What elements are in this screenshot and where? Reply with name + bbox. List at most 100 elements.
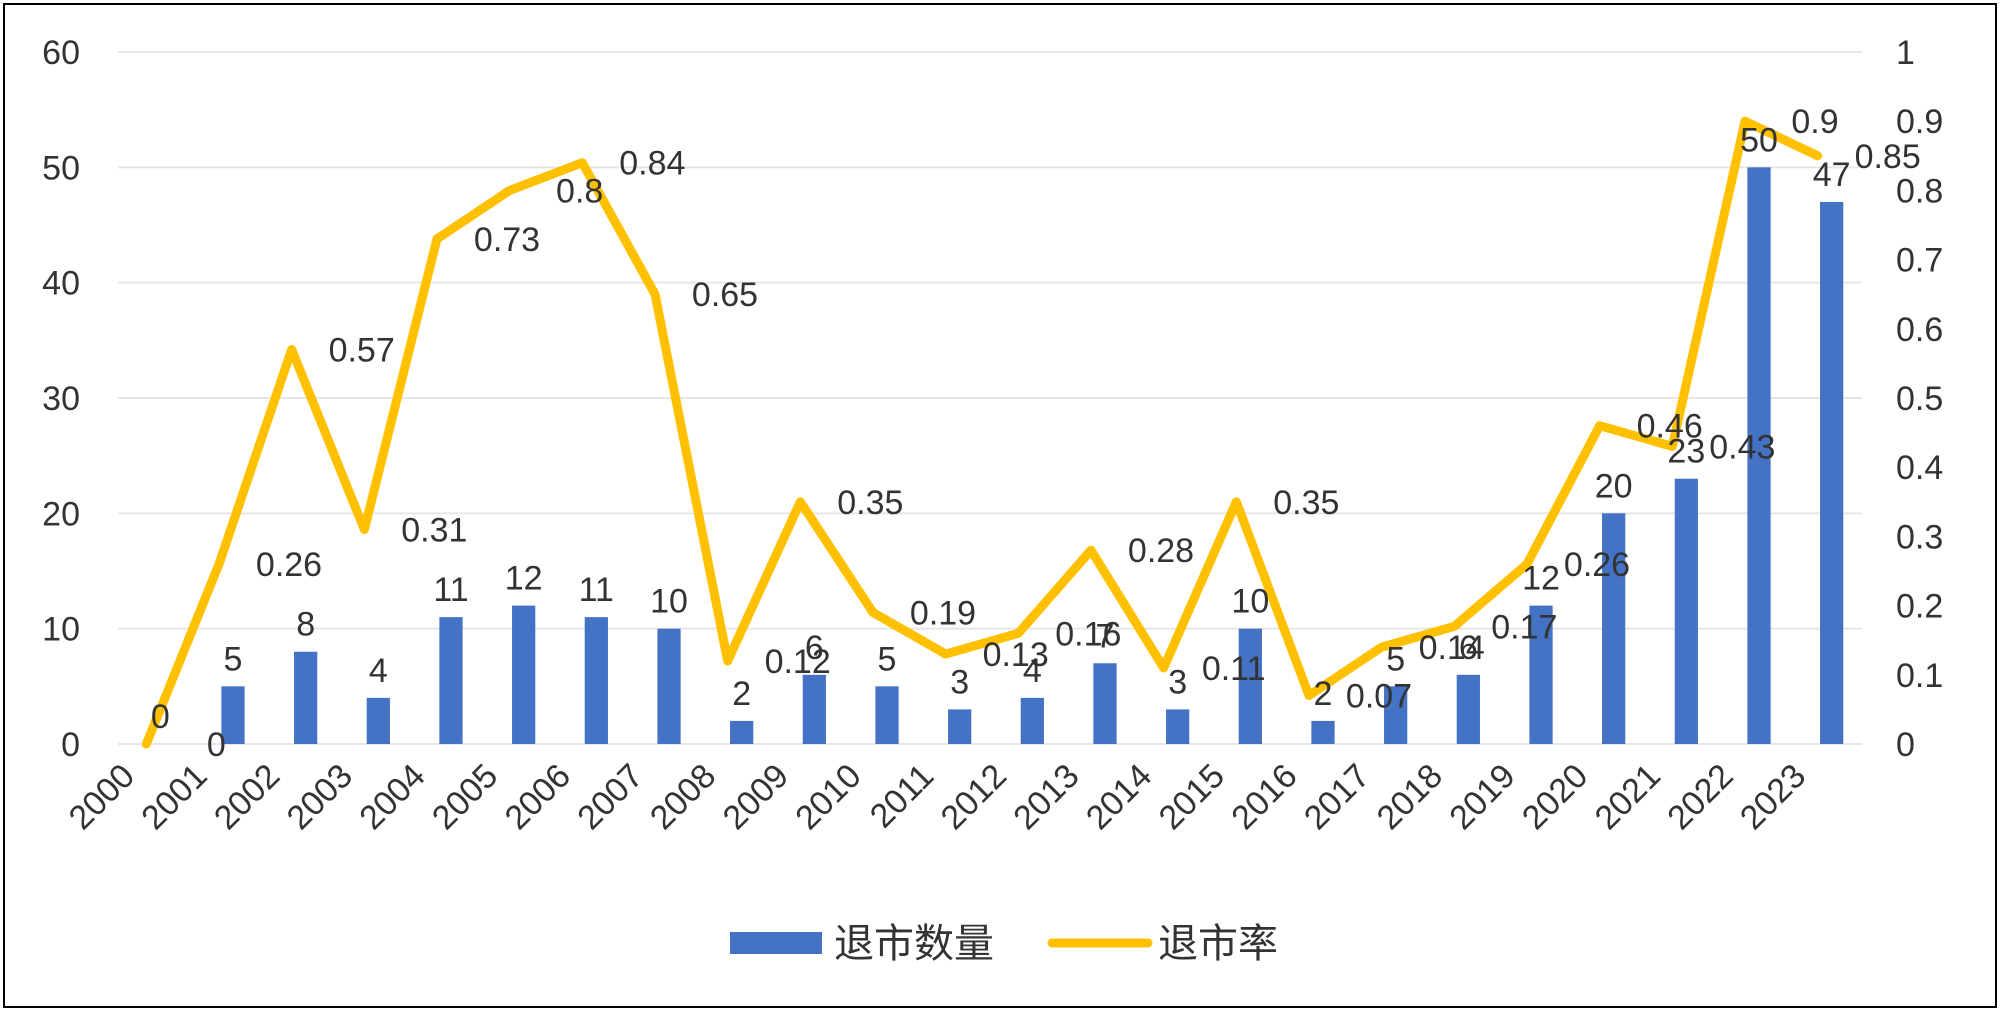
x-tick-label: 2018 — [1370, 757, 1450, 837]
bar — [802, 674, 826, 744]
bar — [1602, 513, 1626, 744]
legend-bar-swatch — [730, 932, 822, 954]
bar — [730, 720, 754, 744]
y-tick-label: 50 — [42, 149, 80, 187]
y2-tick-label: 0.4 — [1896, 449, 1943, 487]
x-tick-label: 2017 — [1297, 757, 1377, 837]
line-data-label: 0.8 — [556, 172, 603, 210]
bar — [1384, 686, 1408, 744]
line-data-label: 0.73 — [474, 221, 540, 259]
line-data-label: 0.13 — [983, 636, 1049, 674]
line-data-label: 0.14 — [1419, 629, 1485, 667]
x-tick-label: 2021 — [1588, 757, 1668, 837]
y-tick-label: 0 — [61, 726, 80, 764]
bar-data-label: 2 — [732, 675, 751, 713]
line-data-label: 0.43 — [1709, 428, 1775, 466]
bar — [512, 605, 536, 744]
x-tick-label: 2004 — [352, 757, 432, 837]
x-tick-label: 2005 — [425, 757, 505, 837]
line-data-label: 0.57 — [329, 332, 395, 370]
x-tick-label: 2012 — [934, 757, 1014, 837]
bar — [584, 617, 608, 744]
line-data-label: 0.12 — [765, 643, 831, 681]
x-tick-label: 2001 — [134, 757, 214, 837]
y2-tick-label: 0.6 — [1896, 311, 1943, 349]
bar-data-label: 47 — [1813, 156, 1851, 194]
line-data-label: 0.28 — [1128, 532, 1194, 570]
bar — [1820, 201, 1844, 744]
line-data-label: 0.85 — [1855, 138, 1921, 176]
bar-data-label: 5 — [224, 640, 243, 678]
bar — [439, 617, 463, 744]
x-tick-label: 2000 — [62, 757, 142, 837]
bar — [657, 628, 681, 744]
line-data-label: 0.46 — [1637, 408, 1703, 446]
bar — [1166, 709, 1190, 744]
bar-data-label: 3 — [1168, 663, 1187, 701]
x-tick-label: 2006 — [498, 757, 578, 837]
y2-tick-label: 0.2 — [1896, 588, 1943, 626]
line-data-label: 0 — [207, 726, 226, 764]
bar-data-label: 2 — [1314, 675, 1333, 713]
bar — [948, 709, 972, 744]
chart-frame — [3, 3, 1997, 1008]
legend-label: 退市数量 — [834, 922, 994, 966]
x-tick-label: 2016 — [1224, 757, 1304, 837]
x-tick-label: 2020 — [1515, 757, 1595, 837]
x-tick-label: 2022 — [1660, 757, 1740, 837]
bar-data-label: 7 — [1096, 617, 1115, 655]
y2-tick-label: 0.9 — [1896, 103, 1943, 141]
line-data-label: 0.35 — [837, 484, 903, 522]
bar-data-label: 23 — [1667, 433, 1705, 471]
line-data-label: 0.07 — [1346, 678, 1412, 716]
x-tick-label: 2009 — [716, 757, 796, 837]
bar-data-label: 20 — [1595, 467, 1633, 505]
line-data-label: 0.16 — [1055, 615, 1121, 653]
bar-data-label: 4 — [1023, 652, 1042, 690]
bar-data-label: 10 — [1231, 583, 1269, 621]
bar — [1674, 478, 1698, 744]
line-data-label: 0.65 — [692, 276, 758, 314]
bar-data-label: 50 — [1740, 121, 1778, 159]
bar — [1238, 628, 1262, 744]
bar-data-label: 12 — [505, 560, 543, 598]
y2-tick-label: 0.3 — [1896, 518, 1943, 556]
line-data-label: 0.84 — [619, 145, 685, 183]
y2-tick-label: 0 — [1896, 726, 1915, 764]
bar — [1093, 663, 1117, 744]
x-tick-label: 2019 — [1442, 757, 1522, 837]
bar — [1529, 605, 1553, 744]
bar-data-label: 0 — [151, 698, 170, 736]
bar — [294, 651, 318, 744]
bar-data-label: 10 — [650, 583, 688, 621]
line-data-label: 0.19 — [910, 595, 976, 633]
x-tick-label: 2002 — [207, 757, 287, 837]
bar-data-label: 11 — [579, 571, 614, 609]
line-data-label: 0.31 — [401, 511, 467, 549]
bar-data-label: 8 — [296, 606, 315, 644]
x-tick-label: 2008 — [643, 757, 723, 837]
bar-data-label: 3 — [950, 663, 969, 701]
y2-tick-label: 1 — [1896, 34, 1915, 72]
y-tick-label: 10 — [42, 611, 80, 649]
line-data-label: 0.17 — [1491, 608, 1557, 646]
y2-tick-label: 0.1 — [1896, 657, 1943, 695]
legend-label: 退市率 — [1158, 922, 1278, 966]
x-tick-label: 2023 — [1733, 757, 1813, 837]
x-tick-label: 2011 — [863, 757, 942, 836]
y2-tick-label: 0.8 — [1896, 172, 1943, 210]
bar — [221, 686, 245, 744]
line-data-label: 0.11 — [1202, 650, 1266, 688]
bar — [1020, 697, 1044, 744]
y-tick-label: 20 — [42, 495, 80, 533]
bar — [1311, 720, 1335, 744]
line-data-label: 0.26 — [1564, 546, 1630, 584]
bar-data-label: 5 — [1386, 640, 1405, 678]
bar — [366, 697, 390, 744]
y2-tick-label: 0.5 — [1896, 380, 1943, 418]
bar — [1747, 167, 1771, 745]
bar-data-label: 5 — [878, 640, 897, 678]
x-tick-label: 2014 — [1079, 757, 1159, 837]
y-tick-label: 60 — [42, 34, 80, 72]
